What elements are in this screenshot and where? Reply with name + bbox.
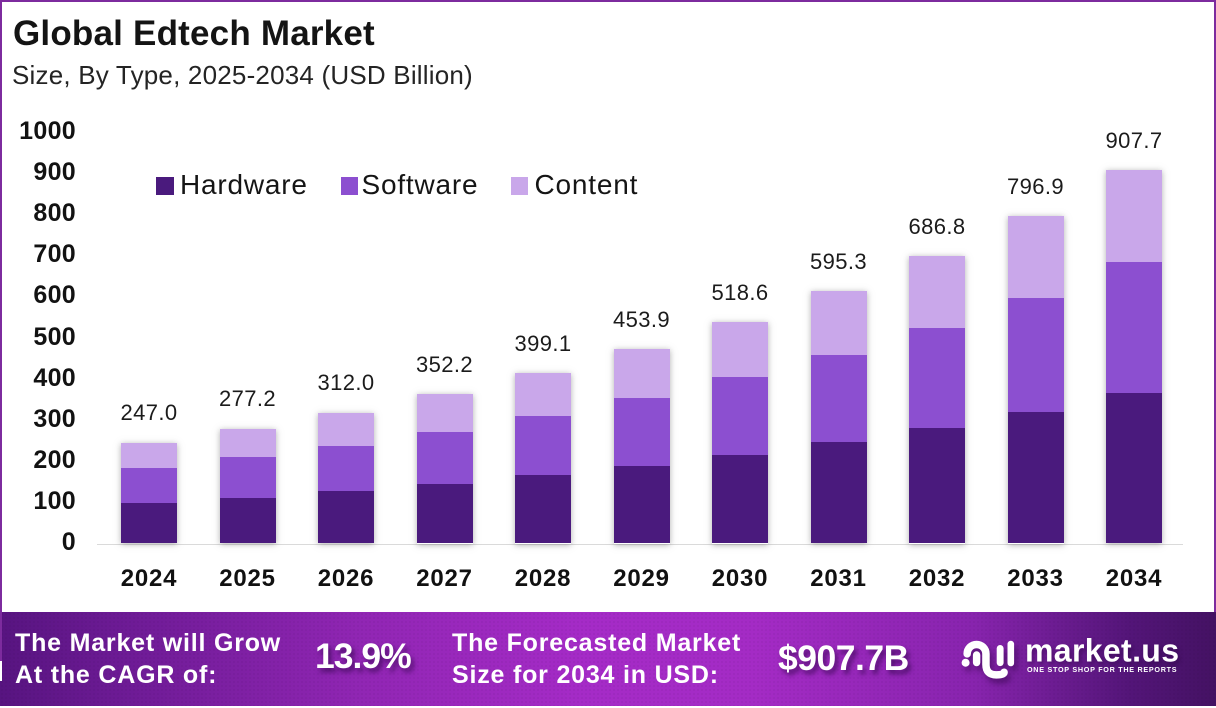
svg-text:ONE STOP SHOP FOR THE REPORTS: ONE STOP SHOP FOR THE REPORTS [1027,665,1177,674]
svg-text:market.us: market.us [1025,636,1179,669]
